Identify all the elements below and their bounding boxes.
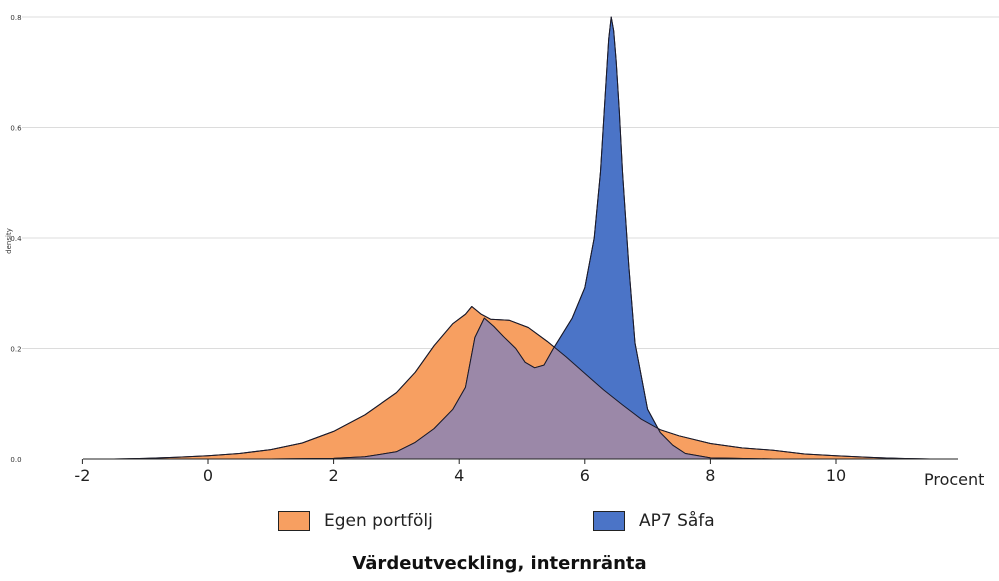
y-tick-label: 0.0 [10, 456, 21, 464]
y-tick-label: 0.2 [10, 346, 21, 354]
x-tick-label: 0 [203, 466, 213, 485]
area-overlap [113, 306, 899, 459]
legend-swatch-egen-portfolj [278, 511, 310, 531]
y-tick-label: 0.8 [10, 14, 21, 22]
x-tick-label: 6 [580, 466, 590, 485]
x-tick-label: 2 [329, 466, 339, 485]
legend-label-egen-portfolj: Egen portfölj [324, 511, 433, 531]
area-ap7-safa-outline [113, 16, 900, 460]
legend-swatch-ap7-safa [593, 511, 625, 531]
density-chart: 0.0 0.2 0.4 0.6 0.8 density -2 0 2 4 6 8 10 Procen… [5, 14, 999, 489]
legend-label-ap7-safa: AP7 Såfa [639, 511, 715, 531]
density-areas [113, 16, 931, 460]
x-tick-label: 4 [454, 466, 464, 485]
legend: Egen portfölj AP7 Såfa [0, 511, 999, 541]
legend-item-egen-portfolj: Egen portfölj [278, 511, 433, 531]
x-tick-label: 8 [705, 466, 715, 485]
y-tick-label: 0.6 [10, 125, 22, 133]
chart-caption: Värdeutveckling, internränta [352, 553, 647, 574]
y-axis-label: density [5, 228, 13, 254]
legend-item-ap7-safa: AP7 Såfa [593, 511, 715, 531]
y-tick-labels: 0.0 0.2 0.4 0.6 0.8 [10, 14, 22, 464]
x-tick-label: 10 [826, 466, 846, 485]
x-axis-unit-label: Procent [924, 470, 984, 489]
x-ticks: -2 0 2 4 6 8 10 [74, 459, 846, 485]
x-tick-label: -2 [74, 466, 90, 485]
y-tick-label: 0.4 [10, 235, 22, 243]
grid-lines [22, 16, 999, 349]
area-egen-portfolj-outline [113, 306, 931, 460]
